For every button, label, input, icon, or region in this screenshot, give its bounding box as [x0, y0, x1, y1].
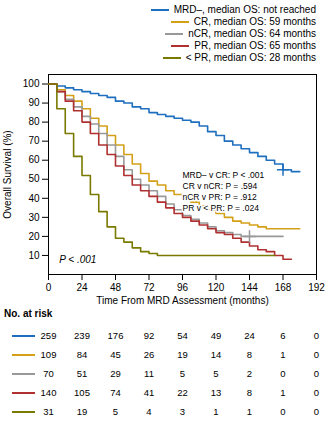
- svg-text:48: 48: [110, 282, 122, 293]
- svg-text:19: 19: [77, 406, 88, 417]
- svg-text:0: 0: [314, 387, 319, 398]
- svg-text:14: 14: [211, 349, 222, 360]
- svg-text:5: 5: [113, 406, 118, 417]
- svg-text:92: 92: [144, 330, 155, 341]
- svg-text:Time From MRD Assessment (mont: Time From MRD Assessment (months): [96, 295, 268, 306]
- svg-text:10: 10: [28, 250, 40, 261]
- svg-text:20: 20: [28, 231, 40, 242]
- svg-text:30: 30: [28, 212, 40, 223]
- svg-text:192: 192: [308, 282, 325, 293]
- svg-text:49: 49: [211, 330, 222, 341]
- svg-text:8: 8: [247, 387, 252, 398]
- svg-text:1: 1: [280, 349, 285, 360]
- svg-text:6: 6: [280, 330, 285, 341]
- svg-text:22: 22: [177, 387, 188, 398]
- svg-text:1: 1: [247, 406, 252, 417]
- svg-text:90: 90: [28, 97, 40, 108]
- svg-text:176: 176: [108, 330, 124, 341]
- html-text:CR, median OS: 59 months: CR, median OS: 59 months: [193, 16, 316, 27]
- svg-text:120: 120: [208, 282, 225, 293]
- html-text:PR, median OS: 65 months: PR, median OS: 65 months: [194, 40, 316, 51]
- svg-text:1: 1: [213, 406, 218, 417]
- svg-text:4: 4: [146, 406, 151, 417]
- svg-text:0: 0: [314, 368, 319, 379]
- svg-text:3: 3: [180, 406, 185, 417]
- svg-text:74: 74: [110, 387, 121, 398]
- svg-text:8: 8: [247, 349, 252, 360]
- svg-text:72: 72: [143, 282, 155, 293]
- svg-text:11: 11: [144, 368, 154, 379]
- svg-text:P < .001: P < .001: [59, 254, 96, 265]
- svg-text:13: 13: [211, 387, 222, 398]
- svg-text:41: 41: [144, 387, 155, 398]
- svg-text:239: 239: [74, 330, 90, 341]
- svg-text:259: 259: [41, 330, 57, 341]
- svg-text:51: 51: [77, 368, 88, 379]
- svg-text:60: 60: [28, 154, 40, 165]
- svg-text:109: 109: [41, 349, 57, 360]
- svg-text:26: 26: [144, 349, 155, 360]
- svg-text:0: 0: [46, 282, 52, 293]
- svg-text:100: 100: [23, 78, 40, 89]
- svg-text:29: 29: [110, 368, 121, 379]
- svg-text:70: 70: [28, 135, 40, 146]
- svg-text:0: 0: [280, 406, 285, 417]
- svg-text:5: 5: [213, 368, 218, 379]
- html-text:MRD–, median OS: not reached: MRD–, median OS: not reached: [173, 4, 316, 15]
- svg-text:MRD– v CR: P < .001CR v nCR: P: MRD– v CR: P < .001CR v nCR: P = .594nCR…: [183, 170, 265, 213]
- svg-text:24: 24: [76, 282, 88, 293]
- html-text:< PR, median OS: 28 months: < PR, median OS: 28 months: [185, 52, 316, 63]
- svg-text:19: 19: [177, 349, 188, 360]
- html-text:nCR, median OS: 64 months: nCR, median OS: 64 months: [188, 28, 316, 39]
- svg-text:168: 168: [275, 282, 292, 293]
- svg-text:24: 24: [244, 330, 255, 341]
- svg-text:40: 40: [28, 193, 40, 204]
- svg-text:105: 105: [74, 387, 90, 398]
- svg-text:0: 0: [314, 406, 319, 417]
- svg-text:0: 0: [280, 368, 285, 379]
- svg-text:2: 2: [247, 368, 252, 379]
- svg-text:80: 80: [28, 116, 40, 127]
- svg-text:5: 5: [180, 368, 185, 379]
- svg-text:54: 54: [177, 330, 188, 341]
- svg-text:70: 70: [43, 368, 54, 379]
- svg-text:140: 140: [41, 387, 57, 398]
- html-text:No. at risk: No. at risk: [4, 308, 53, 319]
- svg-text:Overall Survival (%): Overall Survival (%): [2, 130, 13, 218]
- svg-text:84: 84: [77, 349, 88, 360]
- svg-text:0: 0: [314, 349, 319, 360]
- svg-text:96: 96: [177, 282, 189, 293]
- svg-text:1: 1: [280, 387, 285, 398]
- svg-text:144: 144: [241, 282, 258, 293]
- svg-text:0: 0: [314, 330, 319, 341]
- svg-text:31: 31: [43, 406, 54, 417]
- svg-text:50: 50: [28, 173, 40, 184]
- svg-text:45: 45: [110, 349, 121, 360]
